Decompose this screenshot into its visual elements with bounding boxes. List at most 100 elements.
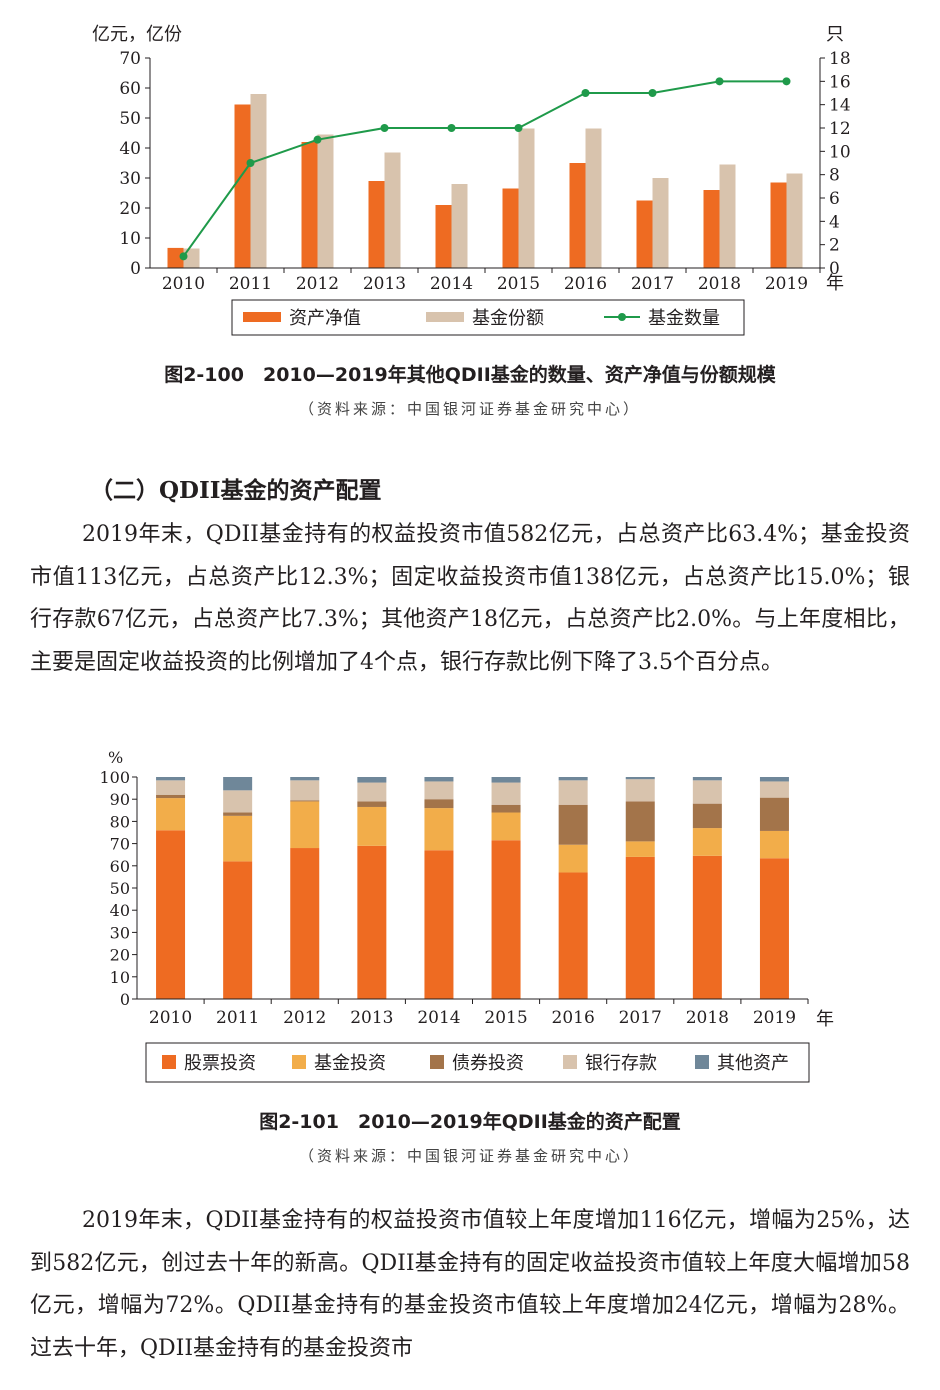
stacked-bar-series	[156, 777, 789, 999]
point-fund-count	[447, 124, 456, 132]
x-axis-tick-label: 2010	[149, 1008, 192, 1028]
figure-source-2-100: （资料来源：中国银河证券基金研究中心）	[298, 400, 641, 418]
bar-fund-shares	[585, 128, 602, 268]
bar-deposit	[625, 779, 655, 802]
bar-bond	[290, 800, 320, 802]
bar-bond	[692, 803, 722, 829]
bar-fund-shares	[384, 152, 401, 268]
y-axis-tick-label: 50	[110, 879, 130, 898]
left-axis-tick-label: 10	[119, 229, 141, 249]
bar-fund-shares	[786, 173, 803, 268]
x-axis-tick-label: 2018	[698, 274, 741, 294]
point-fund-count	[179, 252, 188, 261]
bar-net-asset-value	[234, 104, 251, 268]
line-series	[179, 77, 791, 261]
legend-label-nav: 资产净值	[289, 308, 361, 329]
bar-bond	[759, 797, 789, 831]
x-axis-unit: 年	[826, 273, 844, 294]
legend-other-swatch	[695, 1055, 709, 1069]
right-axis-tick-label: 16	[829, 72, 851, 92]
bar-other	[491, 777, 521, 783]
y-axis-tick-label: 60	[110, 857, 130, 876]
bar-stock	[290, 848, 320, 999]
bar-stock	[491, 840, 521, 999]
bar-other	[290, 777, 320, 781]
bar-bond	[357, 801, 387, 807]
right-axis-tick-label: 2	[829, 236, 840, 256]
bar-bond	[156, 794, 186, 799]
bar-net-asset-value	[636, 200, 653, 268]
legend-stock-label: 股票投资	[184, 1053, 256, 1074]
bar-other	[223, 777, 253, 791]
chart-fund-count-nav-shares: 亿元，亿份 只 年 0 10 20 30 40 50 60 70 0 2 4 6 8 10 12 14 16 1…	[92, 24, 851, 336]
bar-fund	[223, 815, 253, 862]
legend-marker-count	[618, 313, 626, 321]
bar-stock	[692, 855, 722, 999]
left-axis-tick-label: 40	[119, 139, 141, 159]
bar-fund-shares	[250, 94, 267, 268]
x-axis-tick-label: 2011	[229, 274, 272, 294]
bar-stock	[223, 861, 253, 999]
x-axis-tick-label: 2013	[350, 1008, 393, 1028]
bar-deposit	[156, 780, 186, 795]
y-axis-tick-label: 0	[120, 990, 130, 1009]
x-axis-tick-label: 2013	[363, 274, 406, 294]
bar-other	[759, 777, 789, 782]
bar-deposit	[759, 781, 789, 798]
bar-stock	[558, 872, 588, 999]
left-axis-tick-label: 50	[119, 109, 141, 129]
x-axis-ticks: 2010 2011 2012 2013 2014 2015 2016 2017 2018 2019	[137, 998, 809, 1028]
point-fund-count	[514, 124, 523, 132]
legend-deposit-swatch	[563, 1055, 577, 1069]
x-axis-tick-label: 2019	[765, 274, 808, 294]
figure-source-2-101: （资料来源：中国银河证券基金研究中心）	[298, 1147, 641, 1165]
bar-fund	[290, 801, 320, 849]
point-fund-count	[313, 135, 322, 144]
right-axis-tick-label: 0	[829, 259, 840, 279]
legend-bond-label: 债券投资	[452, 1053, 524, 1074]
bar-fund-shares	[317, 134, 334, 268]
left-axis: 0 10 20 30 40 50 60 70	[119, 49, 151, 279]
legend-box	[145, 1042, 810, 1083]
right-axis-tick-label: 4	[829, 212, 840, 232]
left-axis-tick-label: 30	[119, 169, 141, 189]
bar-fund-shares	[518, 128, 535, 268]
legend-stock-swatch	[162, 1055, 176, 1069]
y-axis-tick-label: 70	[110, 835, 130, 854]
bar-net-asset-value	[368, 181, 385, 268]
paragraph-1: 2019年末，QDII基金持有的权益投资市值582亿元，占总资产比63.4%；基…	[30, 514, 910, 684]
bar-fund	[625, 841, 655, 857]
left-axis-label: 亿元，亿份	[92, 24, 182, 45]
legend-bond-swatch	[430, 1055, 444, 1069]
x-axis-tick-label: 2016	[552, 1008, 595, 1028]
right-axis-tick-label: 10	[829, 142, 851, 162]
bar-bond	[625, 801, 655, 842]
right-axis: 0 2 4 6 8 10 12 14 16 18	[819, 49, 851, 279]
bar-bond	[223, 812, 253, 816]
bar-other	[424, 777, 454, 782]
right-axis-tick-label: 6	[829, 189, 840, 209]
legend: 股票投资 基金投资 债券投资 银行存款 其他资产	[145, 1042, 810, 1083]
y-axis-tick-label: 20	[110, 946, 130, 965]
x-axis-unit: 年	[816, 1009, 834, 1030]
y-axis-tick-label: 10	[110, 968, 130, 987]
bar-fund	[156, 798, 186, 831]
left-axis-tick-label: 70	[119, 49, 141, 69]
bar-stock	[759, 858, 789, 999]
legend-box	[231, 299, 745, 336]
x-axis-tick-label: 2018	[686, 1008, 729, 1028]
y-axis-tick-label: 100	[99, 768, 130, 787]
x-axis-tick-label: 2014	[430, 274, 473, 294]
right-axis-label: 只	[826, 24, 844, 45]
bar-stock	[156, 830, 186, 999]
legend-fund-swatch	[292, 1055, 306, 1069]
bar-other	[625, 777, 655, 780]
line-fund-count	[182, 80, 787, 257]
figure-caption-2-100: 图2-100 2010—2019年其他QDII基金的数量、资产净值与份额规模	[164, 364, 776, 386]
bar-other	[692, 777, 722, 781]
bar-fund-shares	[719, 164, 736, 268]
point-fund-count	[246, 159, 255, 167]
legend-swatch-shares	[426, 312, 464, 322]
bar-bond	[558, 804, 588, 845]
